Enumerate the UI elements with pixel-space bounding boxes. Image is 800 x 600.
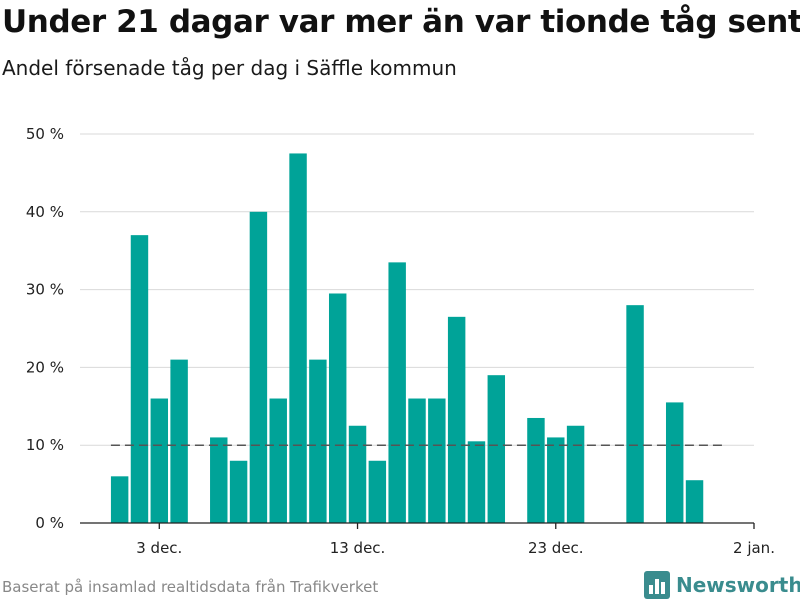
bar [547,437,565,523]
bar [408,398,426,523]
bar [447,316,466,523]
x-tick-label: 3 dec. [136,539,182,557]
x-tick-label: 23 dec. [528,539,584,557]
bar [170,359,188,523]
bar [487,375,506,523]
chart-title: Under 21 dagar var mer än var tionde tåg… [2,4,800,40]
bar [626,305,644,523]
y-tick-label: 50 % [26,125,64,143]
chart-subtitle: Andel försenade tåg per dag i Säffle kom… [2,56,457,80]
y-tick-label: 0 % [35,514,64,532]
bar [130,235,149,523]
bar [685,480,704,523]
bar [388,262,406,523]
y-tick-label: 10 % [26,436,64,454]
bar [269,398,287,523]
bar [150,398,169,523]
y-axis-ticks: 0 % 10 % 20 % 30 % 40 % 50 % [26,125,64,532]
brand-name: Newsworthy [676,573,800,597]
bar [110,476,129,523]
bar [210,437,228,523]
bar [309,359,327,523]
bar-chart: 0 % 10 % 20 % 30 % 40 % 50 % 3 dec. 13 dec. 23 … [26,125,775,557]
bar [665,402,684,523]
brand-logo[interactable]: Newsworthy [644,570,800,600]
x-axis: 3 dec. 13 dec. 23 dec. 2 jan. [80,522,775,557]
y-tick-label: 30 % [26,281,64,299]
bar [348,425,367,523]
bar [229,460,248,523]
x-tick-label: 2 jan. [733,539,775,557]
bar-chart-logo-icon [644,571,670,599]
bar [467,441,486,523]
bar [527,417,545,523]
y-tick-label: 20 % [26,358,64,376]
bars [110,153,704,524]
bar [249,211,268,524]
bar [328,293,347,523]
bar [428,398,446,523]
bar [368,460,387,523]
source-note: Baserat på insamlad realtidsdata från Tr… [2,578,379,596]
bar [289,153,307,523]
y-tick-label: 40 % [26,203,64,221]
bar [566,425,585,523]
x-tick-label: 13 dec. [330,539,386,557]
